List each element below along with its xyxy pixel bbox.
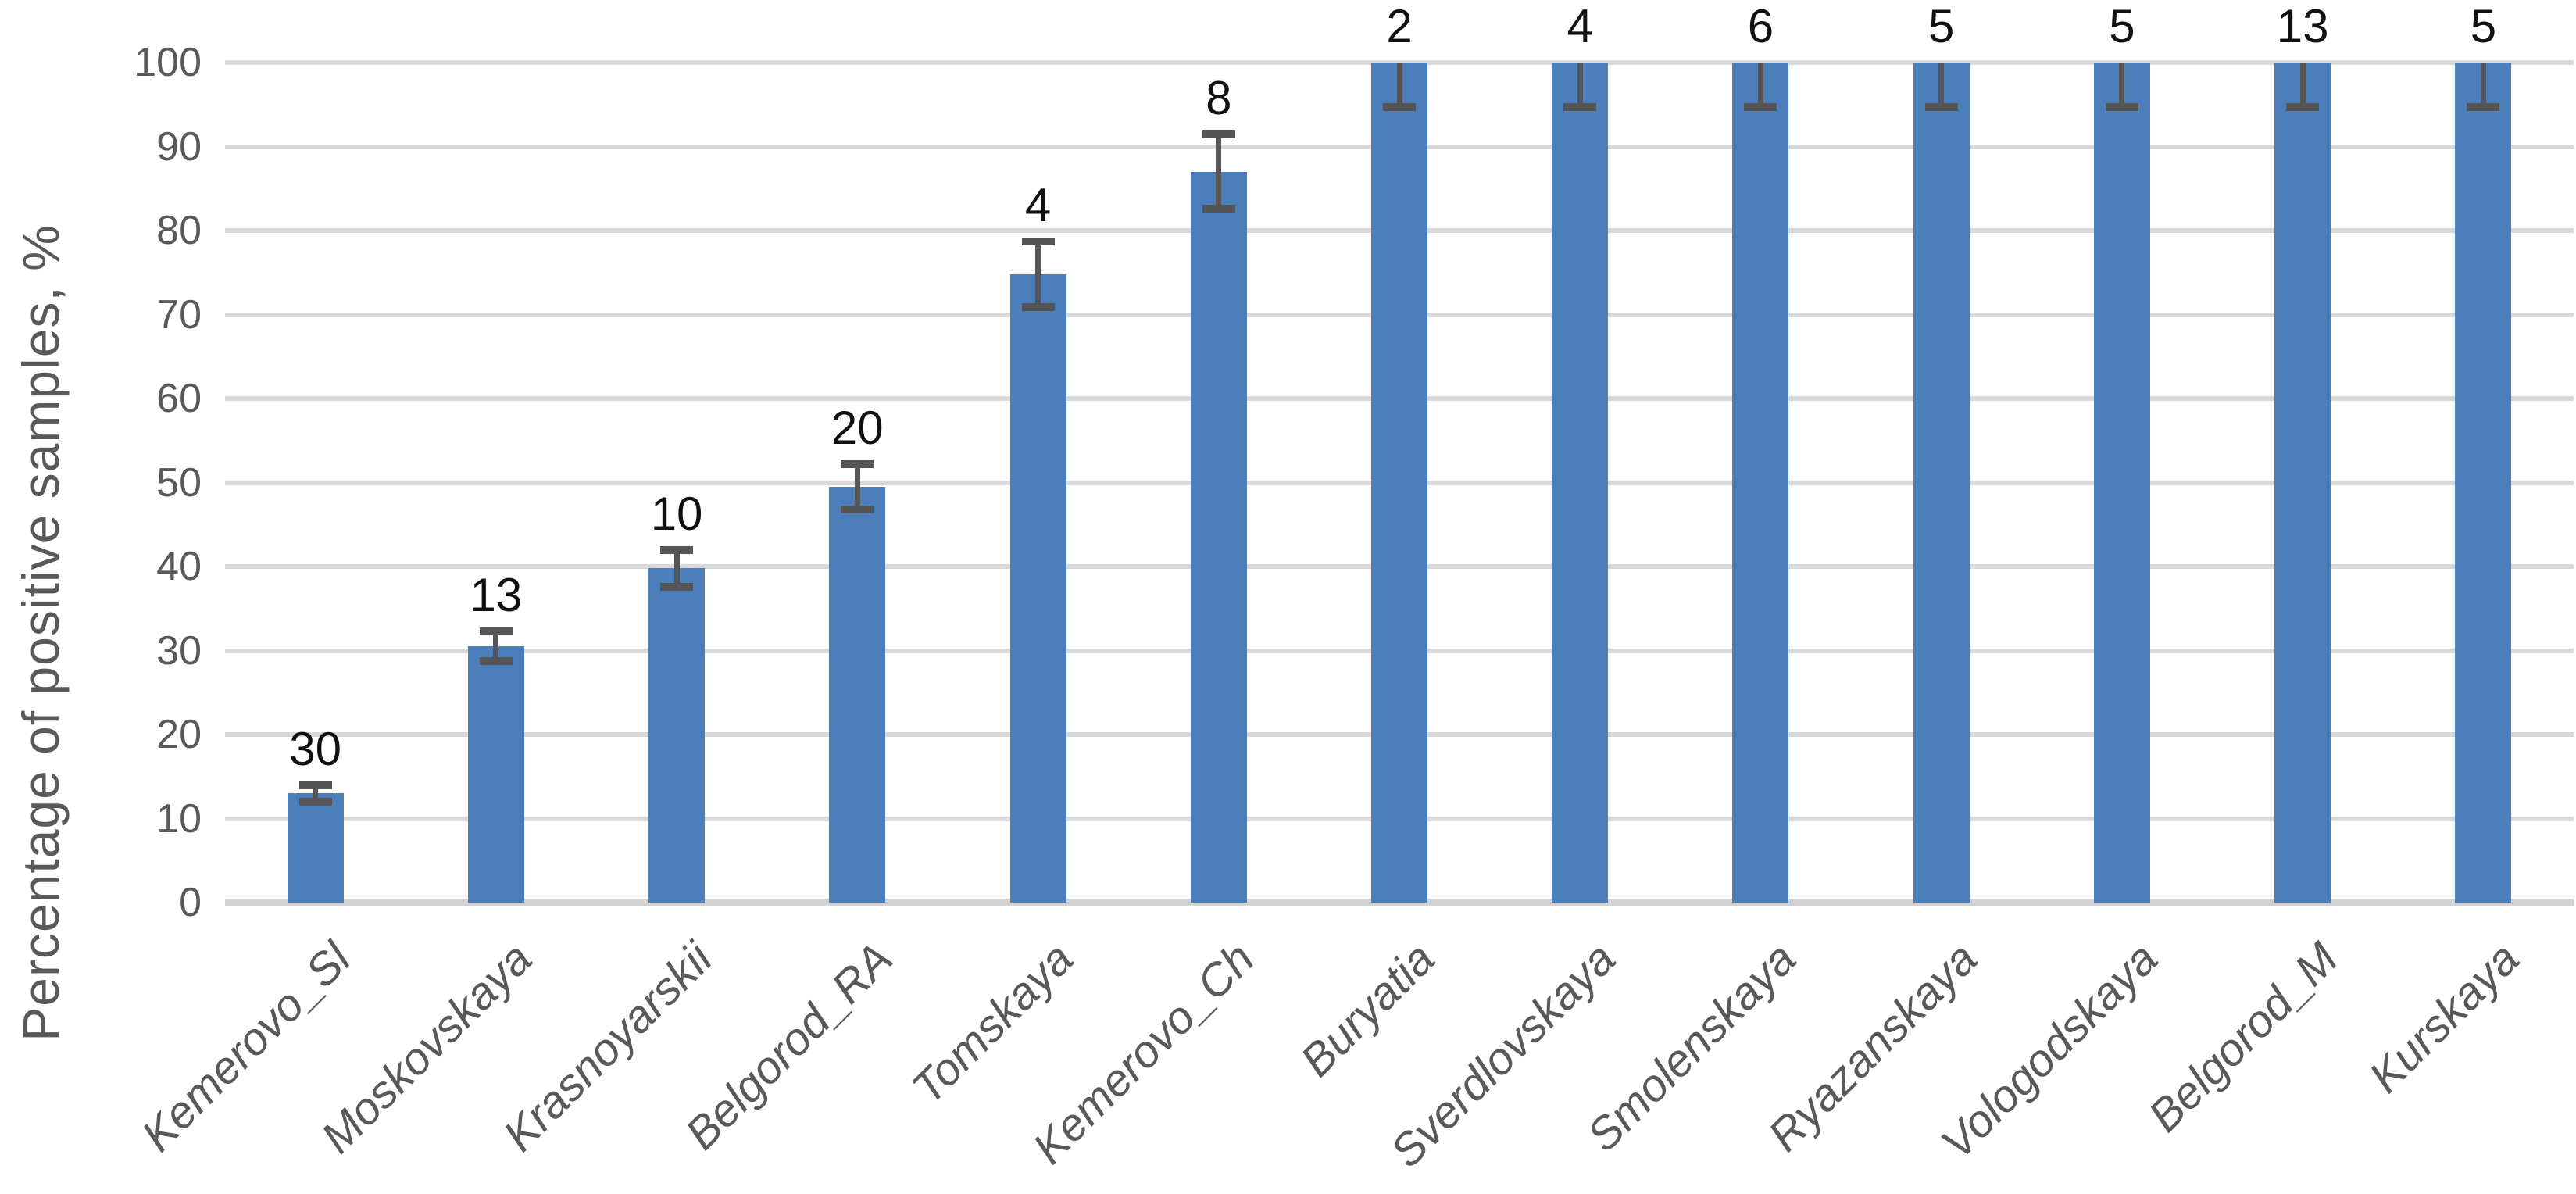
error-bar-bottom-cap — [1202, 205, 1235, 213]
bar-value-label: 13 — [2276, 0, 2329, 52]
error-bar-line — [2119, 63, 2125, 107]
error-bar-bottom-cap — [2286, 102, 2320, 111]
y-tick-label: 20 — [156, 712, 202, 757]
error-bar-line — [313, 785, 319, 802]
y-tick-label: 90 — [156, 123, 202, 170]
y-tick-label: 50 — [156, 459, 202, 506]
x-axis-line — [225, 899, 2574, 906]
y-tick-label: 30 — [156, 627, 202, 674]
error-bar-bottom-cap — [660, 582, 694, 591]
bar-Smolenskaya — [1732, 63, 1789, 903]
bar-Tomskaya — [1009, 273, 1066, 903]
bar-Buryatia — [1371, 63, 1427, 903]
bar-value-label: 4 — [1567, 0, 1593, 52]
error-bar-bottom-cap — [1924, 102, 1958, 111]
error-bar-top-cap — [841, 459, 874, 468]
bar-Belgorod_RA — [829, 486, 886, 903]
y-tick-label: 40 — [156, 544, 202, 589]
y-tick-label: 0 — [179, 880, 202, 925]
error-bar-line — [493, 631, 499, 662]
error-bar-bottom-cap — [1383, 102, 1416, 111]
error-bar-line — [854, 463, 860, 509]
error-bar-line — [1396, 63, 1402, 107]
bar-value-label: 10 — [650, 487, 703, 540]
x-category-label: Belgorod_M — [2138, 932, 2348, 1142]
bar-value-label: 8 — [1206, 72, 1232, 125]
x-category-label: Tomskaya — [902, 932, 1084, 1114]
y-tick-label: 80 — [156, 208, 202, 253]
error-bar-top-cap — [298, 781, 332, 789]
x-category-label: Buryatia — [1291, 932, 1445, 1087]
error-bar-bottom-cap — [2105, 102, 2138, 111]
error-bar-bottom-cap — [479, 657, 513, 666]
error-bar-top-cap — [479, 627, 513, 635]
y-tick-label: 70 — [156, 291, 202, 338]
y-tick-label: 60 — [156, 376, 202, 421]
x-category-label: Kurskaya — [2359, 932, 2529, 1103]
bar-value-label: 30 — [289, 722, 341, 775]
error-bar-bottom-cap — [841, 505, 874, 513]
error-bar-bottom-cap — [2467, 102, 2500, 111]
bar-value-label: 20 — [831, 401, 884, 454]
error-bar-bottom-cap — [1563, 102, 1597, 111]
bar-Kemerovo_Ch — [1190, 171, 1247, 903]
error-bar-line — [1938, 63, 1945, 107]
error-bar-line — [2480, 63, 2486, 107]
bar-value-label: 5 — [2470, 0, 2497, 52]
bar-value-label: 5 — [1928, 0, 1955, 52]
bar-Ryazanskaya — [1913, 63, 1970, 903]
error-bar-line — [2299, 63, 2306, 107]
error-bar-line — [1035, 241, 1041, 307]
error-bar-bottom-cap — [298, 798, 332, 806]
y-tick-label: 100 — [134, 40, 202, 85]
error-bar-top-cap — [1021, 237, 1055, 245]
bar-value-label: 6 — [1747, 0, 1774, 52]
y-tick-label: 10 — [156, 795, 202, 842]
bar-value-label: 4 — [1024, 178, 1052, 231]
bar-value-label: 2 — [1386, 0, 1413, 52]
error-bar-top-cap — [660, 545, 694, 554]
bar-Krasnoyarskii — [648, 568, 706, 903]
bar-Moskovskaya — [467, 646, 524, 903]
error-bar-line — [1577, 63, 1583, 107]
bar-Kemerovo_Sl — [287, 793, 344, 903]
bar-Belgorod_M — [2274, 63, 2331, 903]
error-bar-bottom-cap — [1744, 102, 1777, 111]
error-bar-line — [673, 549, 680, 587]
error-bar-line — [1757, 63, 1763, 107]
bar-Vologodskaya — [2093, 63, 2150, 903]
bar-value-label: 13 — [470, 568, 523, 621]
bar-Sverdlovskaya — [1552, 63, 1609, 903]
bar-Kurskaya — [2455, 63, 2512, 903]
error-bar-top-cap — [1202, 130, 1235, 139]
error-bar-line — [1216, 134, 1222, 209]
error-bar-bottom-cap — [1021, 302, 1055, 311]
bar-value-label: 5 — [2109, 0, 2135, 52]
